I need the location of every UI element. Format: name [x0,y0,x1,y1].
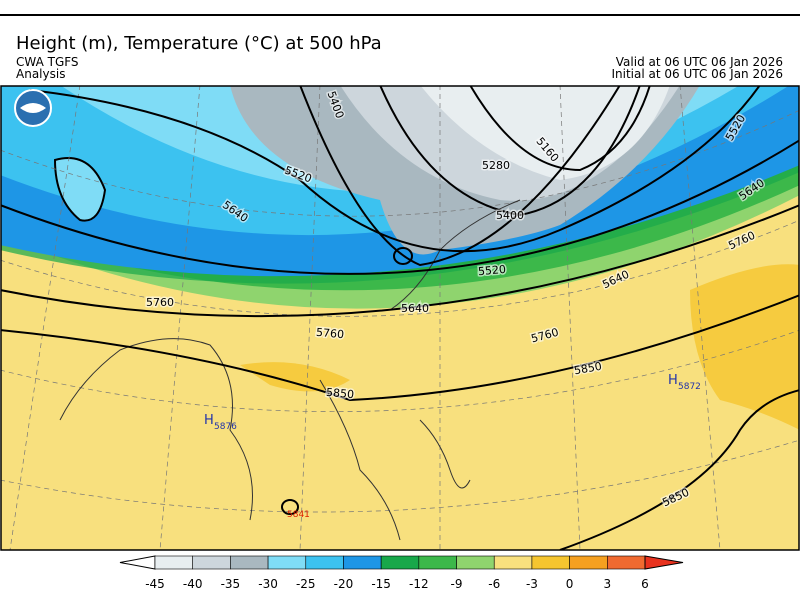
colorbar-swatch [493,555,533,570]
colorbar-tick-label: -35 [221,577,241,591]
colorbar-tick-label: -12 [409,577,429,591]
colorbar-tick-label: -30 [258,577,278,591]
height-contours [1,86,799,550]
low-value: 5841 [287,510,310,520]
colorbar-tick-label: -15 [371,577,391,591]
high-symbol: H [204,413,214,428]
product: Analysis [16,67,65,81]
colorbar-tick-label: 6 [641,577,649,591]
colorbar-tick-label: 0 [566,577,574,591]
colorbar-tri [644,555,684,570]
colorbar-tick-label: -20 [334,577,354,591]
high-value: 5872 [678,382,701,392]
colorbar-swatch [531,555,570,570]
contour-label: 5850 [326,386,355,401]
logo [14,89,52,127]
colorbar-swatch [343,555,382,570]
colorbar-swatch [569,555,608,570]
map-frame [0,85,800,551]
colorbar-swatch [418,555,457,570]
title: Height (m), Temperature (°C) at 500 hPa [16,33,382,54]
colorbar-swatch [305,555,344,570]
colorbar-tick-label: -6 [488,577,500,591]
colorbar-swatch [267,555,307,570]
field-band [420,86,670,180]
colorbar-swatch [192,555,231,570]
source: CWA TGFS [16,55,79,69]
contour-label: 5760 [316,326,345,341]
colorbar-swatch [456,555,495,570]
valid-time: Valid at 06 UTC 06 Jan 2026 [616,55,783,69]
colorbar: -45 -40 -35 -30 -25 -20 -15 -12 -9 -6 -3 0 3 6 [119,555,684,591]
colorbar-tick-label: -9 [451,577,463,591]
high-value: 5876 [214,422,237,432]
colorbar-swatch [230,555,269,570]
closed-contour [53,157,107,222]
initial-time: Initial at 06 UTC 06 Jan 2026 [611,67,783,81]
high-symbol: H [668,373,678,388]
contour-label: 5520 [477,263,506,278]
contour-label: 5760 [146,296,174,309]
map-area: 5400552056405760576056405520540052805160… [1,86,799,550]
contour-label: 5640 [401,302,429,315]
contour-label: 5280 [482,159,510,172]
colorbar-tick-label: -3 [526,577,538,591]
colorbar-tri [119,555,156,570]
colorbar-tick-label: -40 [183,577,203,591]
colorbar-tick-label: -45 [145,577,165,591]
contour-label: 5400 [496,209,524,222]
colorbar-swatch [380,555,420,570]
colorbar-tick-label: 3 [603,577,611,591]
graticule [1,86,799,550]
colorbar-swatch [154,555,193,570]
colorbar-swatch [607,555,646,570]
colorbar-tick-label: -25 [296,577,316,591]
